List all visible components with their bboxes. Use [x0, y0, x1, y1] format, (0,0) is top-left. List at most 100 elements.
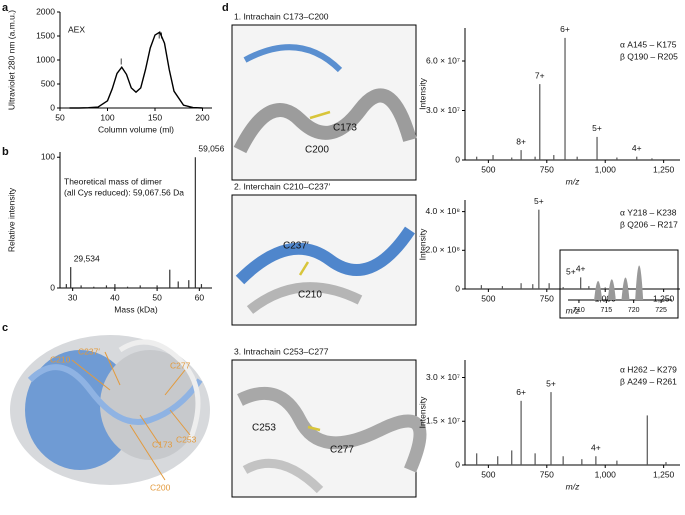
peak-label: 7+ [535, 70, 545, 80]
peak-label: 29,534 [74, 253, 100, 263]
y-tick-label: 0 [455, 154, 460, 164]
peak-label: 6+ [516, 387, 526, 397]
annotation: β A249 – R261 [620, 376, 677, 386]
x-tick-label: 1,000 [595, 469, 617, 479]
annotation: β Q206 – R217 [620, 219, 678, 229]
residue-label: C200 [305, 145, 329, 156]
annotation: α H262 – K279 [620, 364, 677, 374]
y-tick-label: 1.5 × 10⁷ [426, 416, 460, 426]
y-tick-label: 6.0 × 10⁷ [426, 55, 460, 65]
x-tick-label: 1,250 [653, 469, 675, 479]
x-tick-label: 60 [195, 292, 205, 302]
y-tick-label: 500 [41, 78, 55, 88]
annotation: α A145 – K175 [620, 39, 677, 49]
residue-label: C200 [150, 482, 171, 492]
y-tick-label: 0 [455, 459, 460, 469]
y-tick-label: 3.0 × 10⁷ [426, 372, 460, 382]
x-tick-label: 500 [481, 293, 495, 303]
y-tick-label: 4.0 × 10⁸ [425, 206, 460, 216]
panel-label: c [2, 322, 8, 334]
residue-label: C237′ [283, 241, 309, 252]
x-tick-label: 150 [148, 112, 162, 122]
y-axis-label: Intensity [417, 77, 427, 109]
x-tick-label: 200 [195, 112, 209, 122]
peak [594, 281, 603, 300]
annotation: α Y218 – K238 [620, 207, 677, 217]
peak-label: 8+ [516, 136, 526, 146]
x-tick-label: 720 [628, 307, 640, 314]
structure-title: 1. Intrachain C173–C200 [234, 11, 329, 21]
x-axis-label: m/z [566, 305, 580, 315]
x-axis-label: Mass (kDa) [114, 304, 158, 314]
peak-label: 5+ [534, 196, 544, 206]
annotation: 5+ [566, 266, 576, 276]
annotation: I [120, 56, 122, 66]
peak-label: 5+ [546, 378, 556, 388]
x-axis-label: m/z [566, 176, 580, 186]
x-axis-label: m/z [566, 481, 580, 491]
residue-label: C173 [152, 439, 173, 449]
overview-structure [10, 335, 210, 485]
x-tick-label: 1,250 [653, 293, 675, 303]
x-tick-label: 715 [600, 307, 612, 314]
annotation: AEX [68, 24, 85, 34]
x-tick-label: 40 [110, 292, 120, 302]
y-tick-label: 0 [50, 102, 55, 112]
y-axis-label: Intensity [417, 396, 427, 428]
y-axis-label: Intensity [417, 228, 427, 260]
x-tick-label: 50 [152, 292, 162, 302]
peak [621, 277, 630, 300]
x-tick-label: 750 [540, 469, 554, 479]
y-tick-label: 2.0 × 10⁸ [425, 245, 460, 255]
x-tick-label: 1,000 [595, 293, 617, 303]
peak-label: 5+ [592, 123, 602, 133]
y-tick-label: 0 [455, 283, 460, 293]
y-tick-label: 3.0 × 10⁷ [426, 105, 460, 115]
x-axis-label: Column volume (ml) [98, 124, 174, 134]
structure-images [231, 24, 427, 498]
panel-label: a [2, 2, 9, 14]
y-tick-label: 2000 [36, 6, 55, 16]
peak-label: 6+ [560, 24, 570, 34]
residue-label: C277 [170, 360, 191, 370]
x-tick-label: 100 [100, 112, 114, 122]
y-axis-label: Ultraviolet 280 nm (a.m.u.) [6, 10, 16, 110]
residue-label: C253 [252, 423, 276, 434]
structure-title: 3. Intrachain C253–C277 [234, 346, 329, 356]
annotation: Theoretical mass of dimer [64, 176, 162, 186]
residue-label: C253 [176, 434, 197, 444]
peak-label: 59,056 [198, 143, 224, 153]
x-tick-label: 30 [68, 292, 78, 302]
annotation: (all Cys reduced): 59,067.56 Da [64, 187, 184, 197]
peak-label: 4+ [591, 443, 601, 453]
y-tick-label: 100 [41, 151, 55, 161]
peak [635, 265, 644, 300]
x-tick-label: 710 [573, 307, 585, 314]
x-tick-label: 725 [655, 307, 667, 314]
residue-label: C173 [333, 123, 357, 134]
structure-title: 2. Interchain C210–C237′ [234, 181, 331, 191]
annotation: β Q190 – R205 [620, 51, 678, 61]
residue-label: C237′ [78, 346, 100, 356]
x-tick-label: 500 [481, 469, 495, 479]
x-tick-label: 1,250 [653, 164, 675, 174]
peak [607, 279, 616, 300]
y-tick-label: 1000 [36, 54, 55, 64]
residue-label: C210 [50, 354, 71, 364]
y-tick-label: 1500 [36, 30, 55, 40]
line-series [69, 31, 203, 109]
x-tick-label: 750 [540, 164, 554, 174]
x-tick-label: 500 [481, 164, 495, 174]
y-axis-label: Relative intensity [6, 187, 16, 252]
x-tick-label: 1,000 [595, 164, 617, 174]
y-tick-label: 0 [50, 282, 55, 292]
panel-label: b [2, 146, 9, 158]
residue-label: C210 [298, 290, 322, 301]
residue-label: C277 [330, 445, 354, 456]
peak-label: 4+ [576, 264, 586, 274]
x-tick-label: 50 [55, 112, 65, 122]
panel-label: d [222, 2, 229, 14]
inset-frame [559, 249, 679, 319]
x-tick-label: 750 [540, 293, 554, 303]
